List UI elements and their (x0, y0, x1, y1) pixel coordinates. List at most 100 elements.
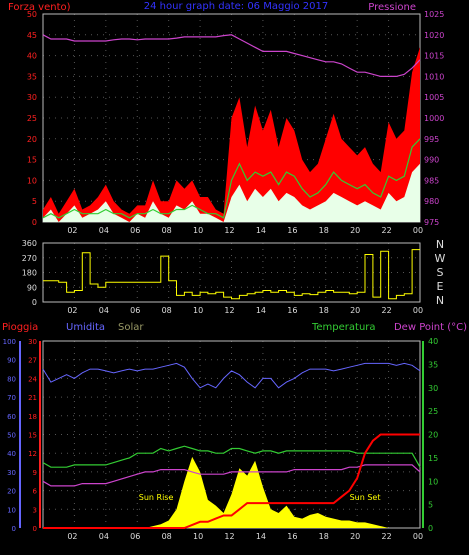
rain-axis-bar (39, 341, 41, 528)
weather-panel-xtick: 18 (319, 532, 329, 541)
weather-panel-xtick: 12 (224, 532, 234, 541)
wind-tick: 5 (32, 197, 37, 206)
temperature-tick: 0 (428, 524, 433, 533)
wind-tick: 45 (27, 31, 37, 40)
dewpoint-line (42, 464, 421, 487)
pressure-tick: 1010 (424, 72, 444, 81)
humidity-tick: 50 (7, 432, 16, 440)
rain-tick: 18 (28, 413, 37, 421)
temperature-tick: 35 (428, 360, 438, 369)
wind-tick: 50 (27, 10, 37, 19)
pressure-tick: 975 (424, 218, 439, 227)
rain-tick: 24 (28, 375, 37, 383)
compass-label: E (437, 280, 444, 293)
weather-panel-xtick: 02 (67, 532, 77, 541)
temperature-tick: 15 (428, 454, 438, 463)
wind-panel-xtick: 20 (350, 226, 360, 235)
temperature-tick: 40 (428, 337, 438, 346)
direction-panel-xtick: 04 (99, 306, 109, 315)
compass-label: N (436, 238, 444, 251)
wind-area (43, 163, 420, 222)
wind-panel-xtick: 14 (256, 226, 266, 235)
direction-panel-xtick: 10 (193, 306, 203, 315)
direction-panel-xtick: 12 (224, 306, 234, 315)
pressure-axis-label: Pressione (368, 2, 416, 13)
wind-axis-label: Forza vento) (8, 2, 71, 13)
pressure-tick: 1025 (424, 10, 444, 19)
dewpoint-axis-label: Dew Point (°C) (394, 322, 467, 333)
temperature-line (42, 445, 421, 468)
wind-panel-xtick: 02 (67, 226, 77, 235)
direction-panel-xtick: 22 (381, 306, 391, 315)
wind-tick: 15 (27, 156, 37, 165)
sun-annotation: Sun Set (350, 493, 381, 502)
rain-axis-label: Pioggia (2, 322, 38, 333)
direction-panel-xtick: 14 (256, 306, 266, 315)
compass-label: N (436, 294, 444, 307)
temperature-tick: 30 (428, 384, 438, 393)
wind-panel-xtick: 18 (319, 226, 329, 235)
pressure-tick: 1015 (424, 52, 444, 61)
weather-panel-xtick: 08 (162, 532, 172, 541)
chart-title: 24 hour graph date: 06 Maggio 2017 (144, 1, 328, 12)
pressure-tick: 990 (424, 156, 439, 165)
wind-tick: 30 (27, 93, 37, 102)
humidity-tick: 30 (7, 469, 16, 477)
rain-tick: 12 (28, 450, 37, 458)
humidity-tick: 100 (3, 338, 16, 346)
wind-tick: 40 (27, 52, 37, 61)
weather-panel-xtick: 14 (256, 532, 266, 541)
rain-tick: 15 (28, 432, 37, 440)
pressure-tick: 1020 (424, 31, 444, 40)
wind-tick: 10 (27, 176, 37, 185)
rain-tick: 3 (33, 506, 37, 514)
humidity-tick: 20 (7, 488, 16, 496)
weather-panel-xtick: 06 (130, 532, 140, 541)
weather-panel-xtick: 16 (287, 532, 297, 541)
temperature-tick: 25 (428, 407, 438, 416)
rain-tick: 21 (28, 394, 37, 402)
humidity-tick: 70 (7, 394, 16, 402)
humidity-line (42, 362, 421, 389)
wind-panel-xtick: 16 (287, 226, 297, 235)
weather-panel-xtick: 04 (99, 532, 109, 541)
wind-tick: 0 (32, 218, 37, 227)
pressure-tick: 1005 (424, 93, 444, 102)
wind-panel-xtick: 00 (413, 226, 423, 235)
temperature-axis-label: Temperatura (311, 322, 376, 333)
pressure-tick: 980 (424, 197, 439, 206)
sun-annotation: Sun Rise (139, 493, 174, 502)
pressure-tick: 995 (424, 135, 439, 144)
pressure-tick: 985 (424, 176, 439, 185)
direction-panel-frame (42, 242, 421, 303)
average-wind-line (42, 138, 421, 219)
weather-panel-xtick: 22 (381, 532, 391, 541)
humidity-tick: 10 (7, 506, 16, 514)
rain-tick: 27 (28, 357, 37, 365)
direction-panel-xtick: 06 (130, 306, 140, 315)
direction-panel-xtick: 02 (67, 306, 77, 315)
humidity-tick: 60 (7, 413, 16, 421)
rain-tick: 30 (28, 338, 37, 346)
wind-panel-xtick: 06 (130, 226, 140, 235)
direction-tick: 90 (27, 283, 37, 292)
solar-area (43, 456, 420, 528)
direction-tick: 0 (32, 298, 37, 307)
humidity-tick: 40 (7, 450, 16, 458)
solar-axis-label: Solar (118, 322, 144, 333)
wind-panel-xtick: 04 (99, 226, 109, 235)
gust-area (43, 47, 420, 222)
wind-panel-xtick: 22 (381, 226, 391, 235)
temperature-tick: 20 (428, 431, 438, 440)
compass-label: S (437, 266, 444, 279)
humidity-tick: 0 (12, 525, 16, 533)
rain-tick: 0 (33, 525, 37, 533)
direction-line (43, 249, 420, 300)
rain-tick: 9 (33, 469, 37, 477)
humidity-axis-label: Umidita (66, 322, 105, 333)
wind-panel-xtick: 12 (224, 226, 234, 235)
wind-panel-xtick: 08 (162, 226, 172, 235)
wind-tick: 20 (27, 135, 37, 144)
direction-tick: 270 (22, 254, 37, 263)
weather-panel-xtick: 10 (193, 532, 203, 541)
